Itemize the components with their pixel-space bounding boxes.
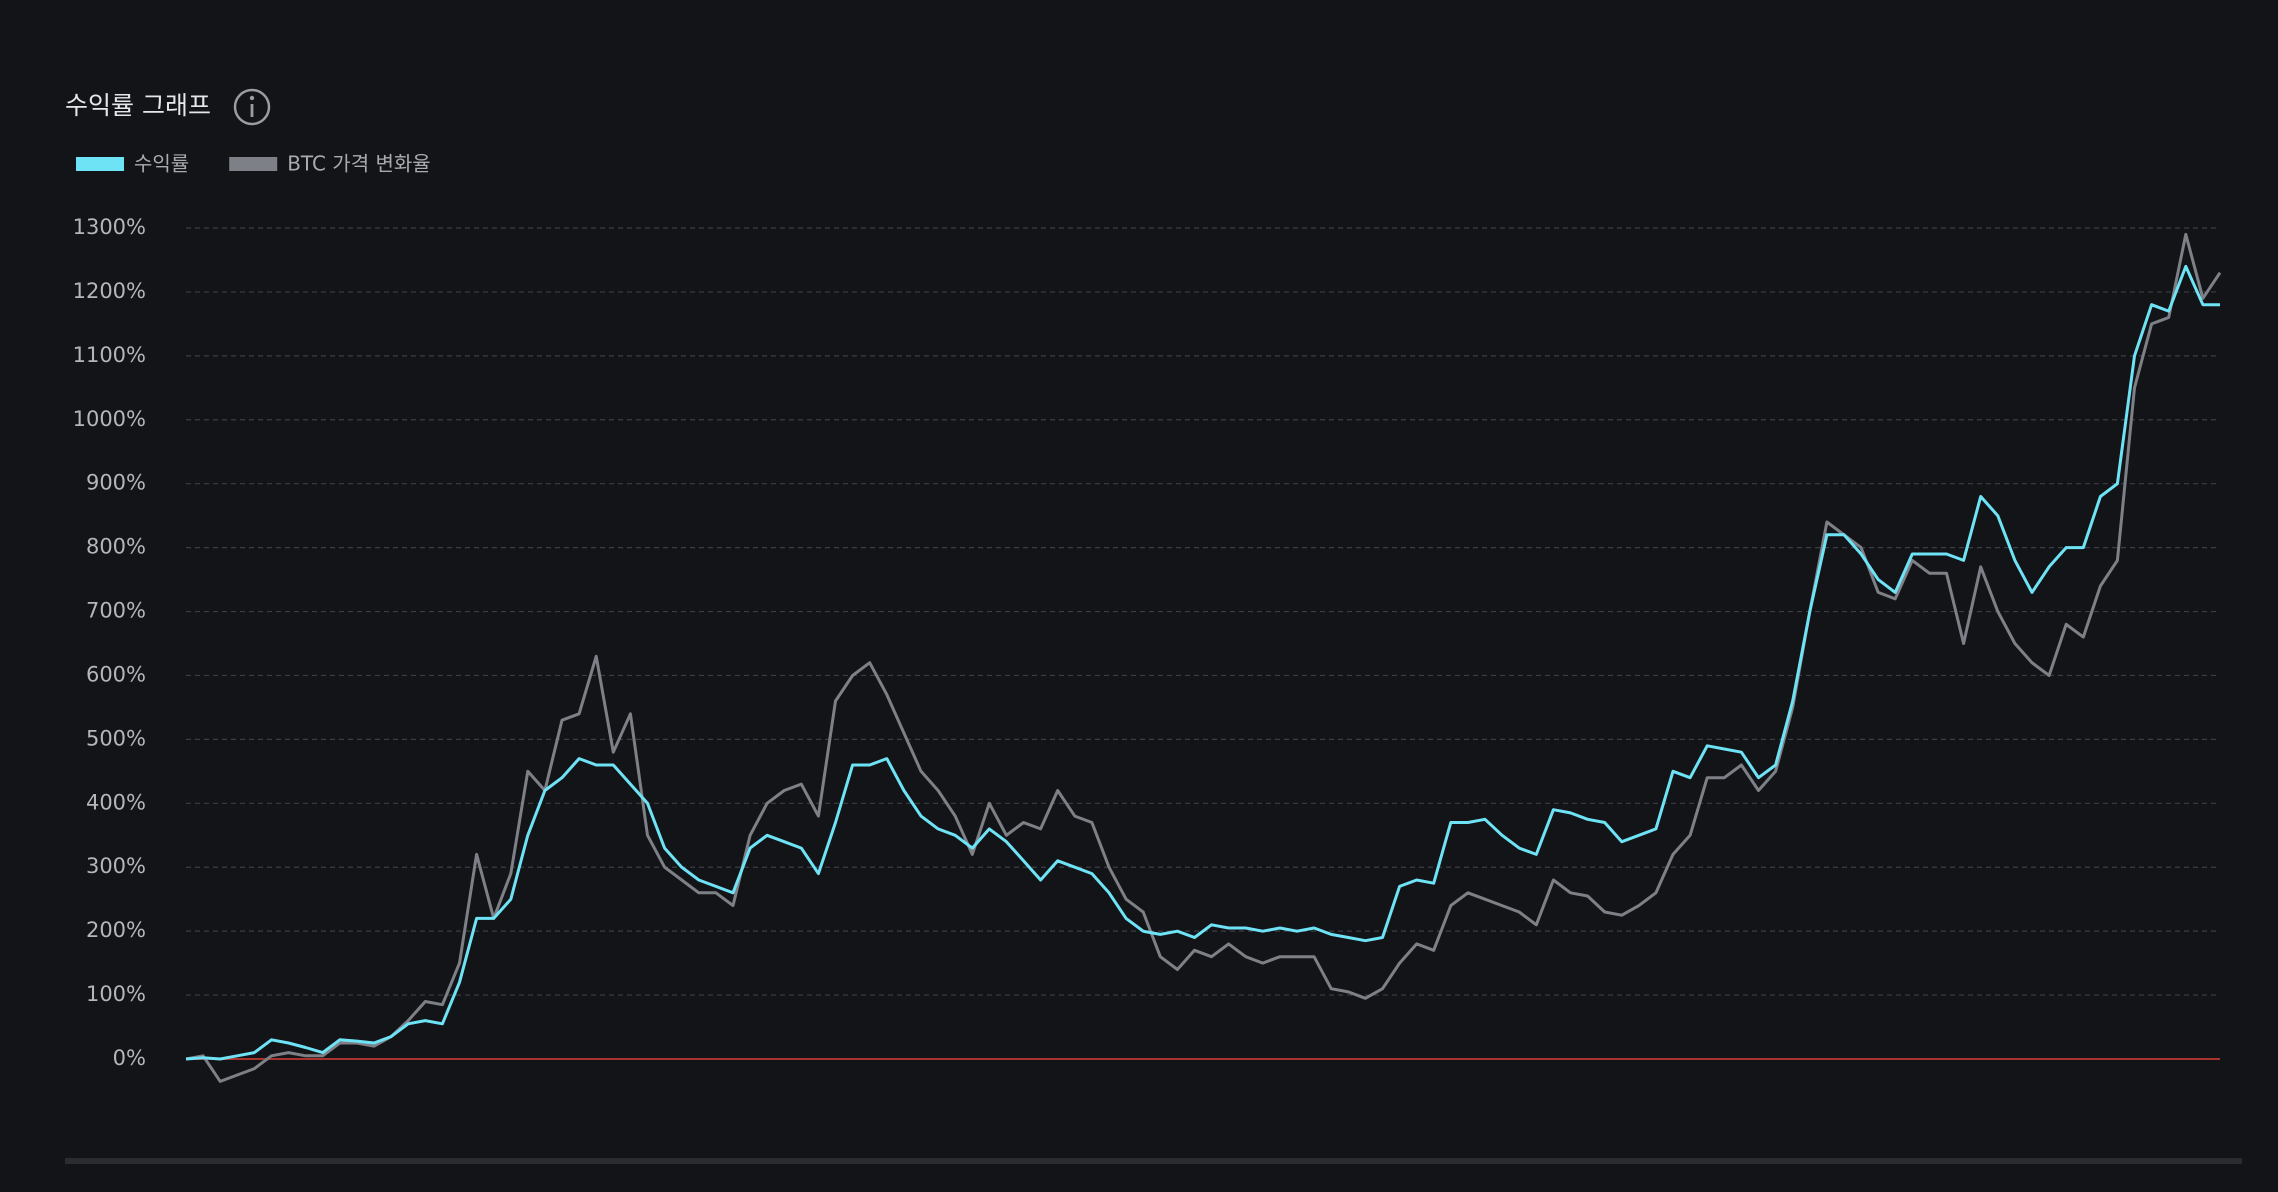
y-tick-label: 600% — [86, 662, 146, 686]
bottom-bar — [65, 1158, 2242, 1164]
y-tick-label: 100% — [86, 982, 146, 1006]
y-tick-label: 400% — [86, 790, 146, 814]
series-line — [185, 232, 2222, 1083]
y-tick-label: 900% — [86, 471, 146, 495]
legend: 수익률 BTC 가격 변화율 — [76, 152, 431, 176]
y-tick-label: 500% — [86, 726, 146, 750]
grid: 0% 100% 200% 300% 400% 500% 600% 700% 800% 900% 10… — [73, 215, 2220, 1070]
y-tick-label: 200% — [86, 918, 146, 942]
legend-label: 수익률 — [134, 152, 189, 176]
lines — [185, 232, 2222, 1083]
info-circle — [233, 88, 271, 126]
y-tick-label: 700% — [86, 599, 146, 623]
y-tick-label: 1000% — [73, 407, 146, 431]
info-icon[interactable] — [233, 88, 271, 126]
legend-label: BTC 가격 변화율 — [287, 152, 430, 176]
y-tick-label: 1100% — [73, 343, 146, 367]
y-tick-label: 800% — [86, 535, 146, 559]
y-tick-label: 1200% — [73, 279, 146, 303]
info-dot — [249, 95, 255, 101]
y-tick-label: 300% — [86, 854, 146, 878]
chart-title: 수익률 그래프 — [65, 91, 211, 120]
y-tick-label: 1300% — [73, 215, 146, 239]
y-tick-label: 0% — [113, 1046, 146, 1070]
legend-swatch — [76, 157, 124, 171]
series-line — [185, 264, 2220, 1061]
legend-swatch — [229, 157, 278, 171]
